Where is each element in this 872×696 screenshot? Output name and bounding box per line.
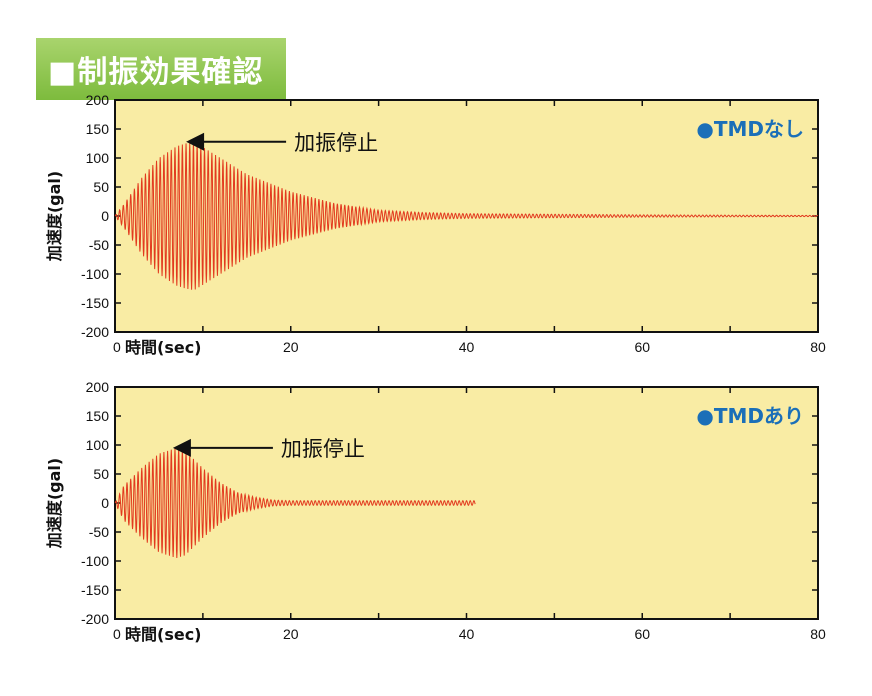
x-tick-label: 80 xyxy=(810,626,826,642)
y-tick-label: 100 xyxy=(86,150,110,166)
y-tick-label: 50 xyxy=(93,466,109,482)
y-tick-label: -200 xyxy=(81,324,109,340)
x-tick-label: 0 xyxy=(113,626,121,642)
y-tick-label: -150 xyxy=(81,295,109,311)
x-tick-label: 20 xyxy=(283,339,299,355)
series-line xyxy=(114,141,819,290)
y-tick-label: -50 xyxy=(89,524,109,540)
page-title: ■制振効果確認 xyxy=(48,55,264,90)
y-tick-label: 200 xyxy=(86,92,110,108)
series-line xyxy=(114,448,476,559)
x-tick-label: 60 xyxy=(634,626,650,642)
legend-label: ●TMDなし xyxy=(696,117,804,141)
x-axis-label: 時間(sec) xyxy=(125,625,202,644)
y-tick-label: -100 xyxy=(81,553,109,569)
y-tick-label: -200 xyxy=(81,611,109,627)
y-tick-label: 100 xyxy=(86,437,110,453)
x-tick-label: 80 xyxy=(810,339,826,355)
y-tick-label: -50 xyxy=(89,237,109,253)
y-tick-label: -100 xyxy=(81,266,109,282)
x-tick-label: 40 xyxy=(459,626,475,642)
x-axis-label: 時間(sec) xyxy=(125,338,202,357)
x-tick-label: 40 xyxy=(459,339,475,355)
y-tick-label: 0 xyxy=(101,208,109,224)
y-tick-label: 0 xyxy=(101,495,109,511)
y-tick-label: 200 xyxy=(86,379,110,395)
title-banner: ■制振効果確認 xyxy=(36,38,286,100)
annotation-text: 加振停止 xyxy=(294,131,378,155)
y-tick-label: 50 xyxy=(93,179,109,195)
annotation-arrow-head xyxy=(172,438,191,457)
y-tick-label: 150 xyxy=(86,408,110,424)
x-tick-label: 60 xyxy=(634,339,650,355)
plot-area xyxy=(114,386,819,620)
y-tick-label: 150 xyxy=(86,121,110,137)
legend-label: ●TMDあり xyxy=(696,404,804,428)
y-axis-label: 加速度(gal) xyxy=(45,458,64,549)
plot-area xyxy=(114,99,819,333)
x-tick-label: 0 xyxy=(113,339,121,355)
y-tick-label: -150 xyxy=(81,582,109,598)
y-axis-label: 加速度(gal) xyxy=(45,171,64,262)
x-tick-label: 20 xyxy=(283,626,299,642)
annotation-arrow-head xyxy=(186,132,205,151)
annotation-text: 加振停止 xyxy=(281,437,365,461)
